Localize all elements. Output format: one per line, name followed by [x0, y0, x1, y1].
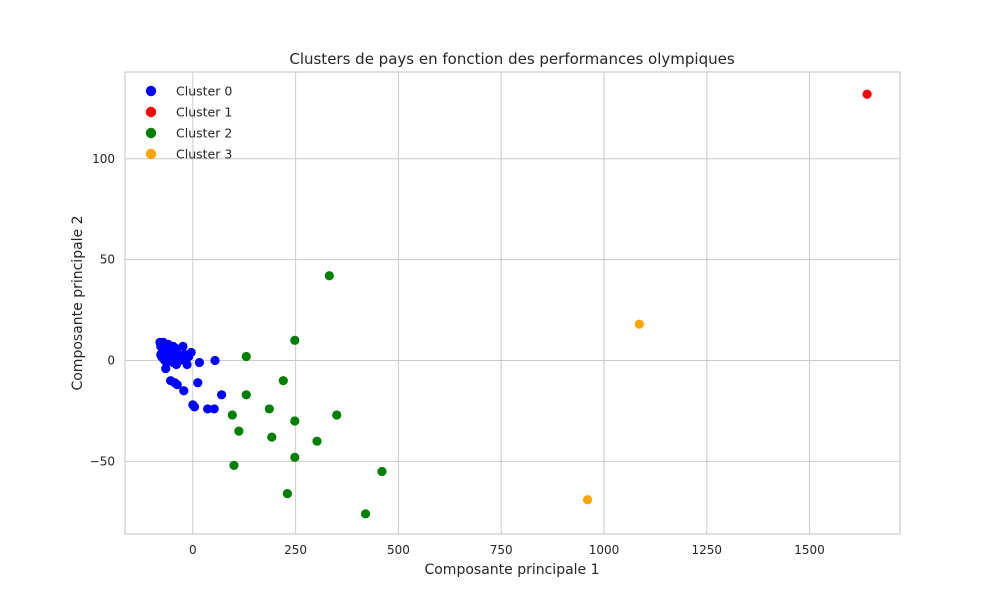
x-axis-label: Composante principale 1 [424, 562, 599, 578]
legend-marker [145, 85, 157, 97]
y-tick-label: 0 [107, 353, 115, 367]
data-point [193, 378, 203, 388]
chart-title: Clusters de pays en fonction des perform… [289, 50, 734, 68]
data-point [267, 432, 277, 442]
data-point [241, 351, 251, 362]
x-tick-label: 250 [284, 543, 307, 557]
legend-marker [145, 106, 157, 118]
legend-label: Cluster 0 [176, 84, 232, 99]
data-point [862, 89, 872, 99]
data-point [290, 452, 300, 462]
tick-labels: 0 250 500 750 1000 1250 1500 −50 0 50 100 [90, 152, 825, 557]
x-tick-label: 750 [490, 543, 513, 557]
grid [125, 72, 900, 534]
data-point [290, 416, 300, 426]
x-tick-label: 1500 [794, 543, 825, 557]
legend-label: Cluster 3 [176, 147, 232, 162]
data-point [324, 271, 334, 281]
data-point [234, 426, 244, 436]
data-point [194, 357, 205, 368]
data-point [179, 386, 189, 396]
data-point [189, 402, 200, 412]
data-point [332, 410, 342, 420]
data-point [634, 319, 644, 329]
data-point [184, 351, 194, 362]
y-axis-label: Composante principale 2 [70, 215, 86, 390]
plot-frame [124, 71, 901, 535]
legend: Cluster 0 Cluster 1 Cluster 2 Cluster 3 [145, 84, 232, 162]
data-point [217, 390, 227, 400]
data-point [377, 466, 387, 477]
data-point [227, 410, 237, 420]
x-tick-label: 500 [387, 543, 410, 557]
legend-marker [145, 127, 157, 139]
legend-label: Cluster 2 [176, 126, 232, 141]
x-tick-label: 1250 [691, 543, 722, 557]
data-point [241, 390, 251, 400]
data-point [278, 376, 288, 386]
x-tick-label: 1000 [589, 543, 620, 557]
data-point [360, 509, 371, 519]
legend-marker [145, 148, 157, 160]
data-point [172, 380, 182, 390]
data-point [182, 359, 192, 370]
data-point [210, 355, 220, 366]
x-tick-label: 0 [189, 543, 197, 557]
y-tick-label: 100 [92, 152, 115, 166]
y-tick-label: −50 [90, 454, 115, 468]
data-point [312, 436, 322, 446]
data-point [203, 404, 213, 414]
data-point [229, 460, 239, 471]
legend-label: Cluster 1 [176, 105, 232, 120]
data-point [209, 404, 219, 414]
y-tick-label: 50 [100, 253, 115, 267]
data-point [282, 489, 293, 499]
data-point [178, 341, 188, 351]
data-point [264, 404, 274, 414]
data-point [161, 363, 171, 374]
data-point [290, 335, 300, 345]
data-point [582, 495, 593, 505]
data-points [155, 89, 872, 519]
